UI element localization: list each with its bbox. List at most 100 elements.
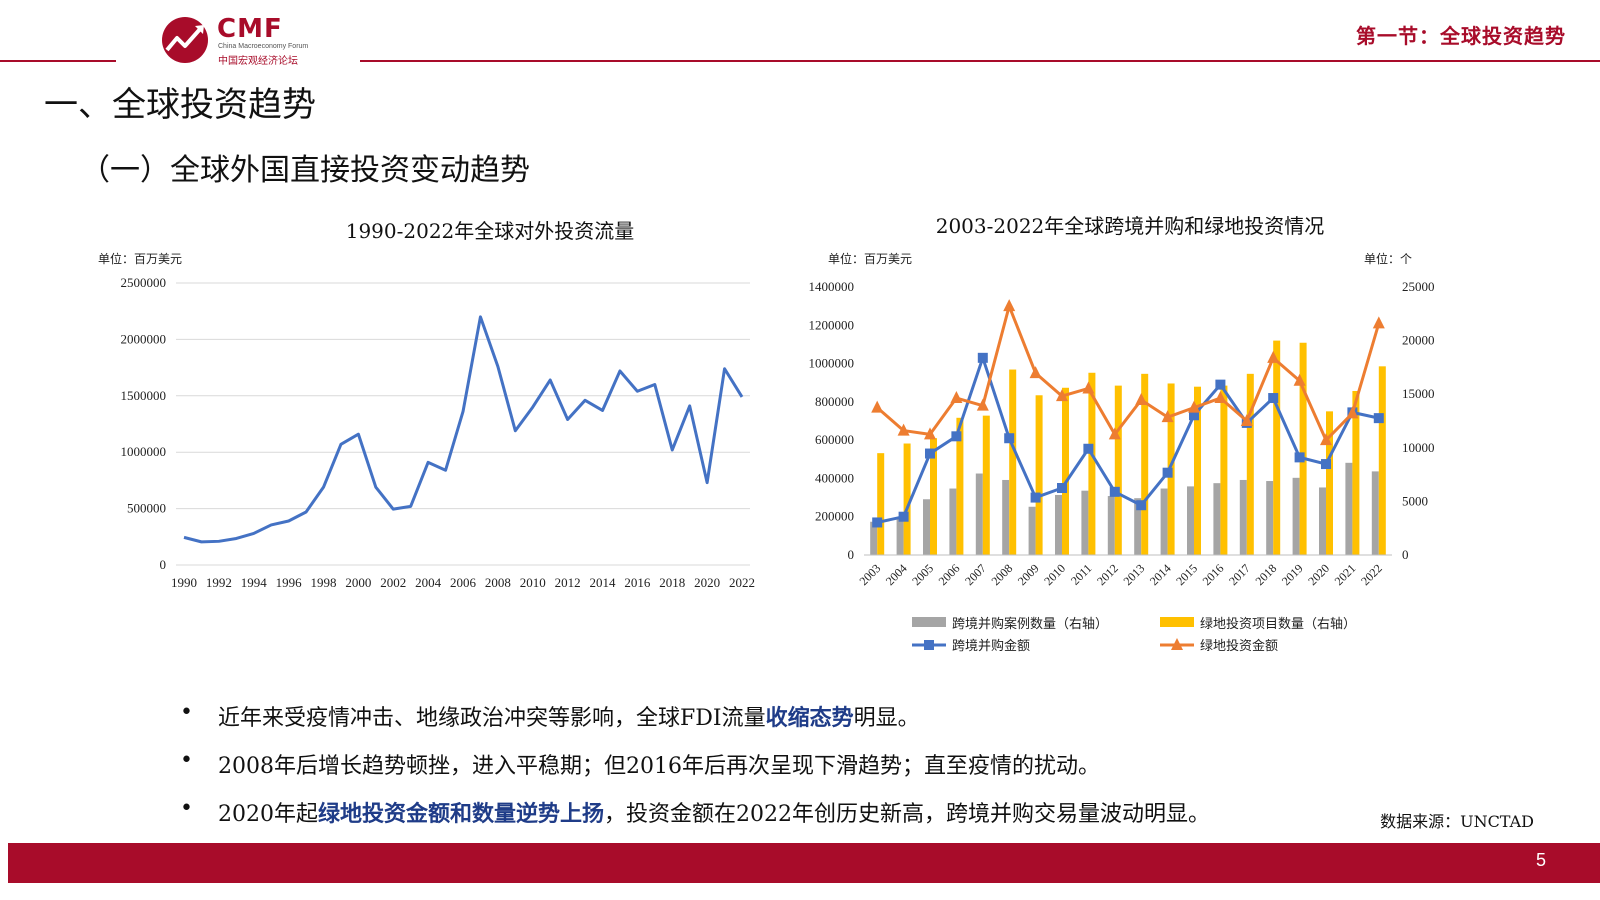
data-point-triangle [1214,391,1227,404]
data-point-triangle [1267,350,1280,363]
y-left-tick-label: 400000 [815,470,854,485]
data-point-triangle [1161,410,1174,423]
bar [1326,411,1333,555]
x-tick-label: 2007 [962,561,989,588]
bar [982,415,990,555]
x-tick-label: 2004 [415,575,442,590]
legend-marker [1171,638,1183,650]
data-point-triangle [1108,427,1121,440]
x-tick-label: 2002 [380,575,406,590]
data-point-triangle [976,398,989,411]
data-point-square [1321,459,1331,470]
y-tick-label: 0 [160,557,167,572]
bar [1002,479,1010,555]
x-tick-label: 2020 [1305,561,1332,588]
data-point-triangle [1372,316,1385,329]
y-right-tick-label: 20000 [1402,333,1435,348]
legend-label: 跨境并购案例数量（右轴） [952,616,1108,632]
footer-bar [8,843,1600,883]
y-left-tick-label: 0 [848,547,855,562]
data-point-square [1109,486,1120,497]
bar [903,443,911,555]
data-point-triangle [1135,392,1148,405]
data-point-square [951,431,962,442]
x-tick-label: 2012 [555,575,581,590]
data-point-square [977,352,988,363]
bar [1246,373,1254,555]
page-number: 5 [1535,850,1546,870]
header-rule-right [360,60,1600,62]
y-tick-label: 2500000 [121,275,167,290]
chart1-title: 1990-2022年全球对外投资流量 [345,219,635,243]
data-point-square [1057,483,1067,493]
chart1-unit-label: 单位：百万美元 [98,252,183,266]
bar [1220,385,1228,555]
x-tick-label: 2014 [1147,561,1174,588]
chart2-unit-left: 单位：百万美元 [828,252,913,266]
bar [1134,498,1142,555]
bar [1081,490,1089,555]
data-point-triangle [1240,414,1253,426]
data-point-square [925,448,935,459]
bar [1055,494,1062,555]
x-tick-label: 2015 [1173,561,1200,588]
legend-swatch [1160,617,1194,627]
x-tick-label: 2003 [856,561,883,588]
data-point-triangle [1056,389,1068,402]
y-right-tick-label: 10000 [1402,440,1435,455]
bullet-highlight: 收缩态势 [765,705,854,731]
bullet-dot: • [180,748,193,773]
data-point-triangle [1320,433,1332,446]
bullet-dot: • [180,700,193,725]
y-left-tick-label: 800000 [815,394,854,409]
data-point-triangle [1029,366,1042,379]
x-tick-label: 2014 [590,575,617,590]
bullet-list: • 近年来受疫情冲击、地缘政治冲突等影响，全球FDI流量收缩态势明显。 • 20… [180,700,1210,844]
bar [1345,462,1353,555]
x-tick-label: 2008 [988,561,1015,588]
bar [1009,369,1017,555]
bar [1319,487,1326,555]
y-left-tick-label: 1000000 [809,356,855,371]
x-tick-label: 2005 [909,561,936,588]
header-rule-left [0,60,116,62]
bar [1352,390,1360,555]
bullet-item-1: • 近年来受疫情冲击、地缘政治冲突等影响，全球FDI流量收缩态势明显。 [180,700,1210,748]
logo-subtitle-en: China Macroeconomy Forum [218,43,309,50]
data-point-square [1215,379,1226,390]
x-tick-label: 2006 [936,561,963,588]
bar [1213,483,1221,555]
x-tick-label: 2009 [1015,561,1042,588]
page-subtitle: （一）全球外国直接投资变动趋势 [80,153,530,188]
cmf-logo-icon [162,17,208,63]
data-point-triangle [897,423,910,436]
bar [877,453,885,555]
x-tick-label: 2013 [1120,561,1147,588]
x-tick-label: 1990 [171,575,197,590]
data-point-triangle [1082,381,1095,394]
data-point-triangle [871,400,884,413]
data-point-square [1162,467,1173,478]
data-point-square [1083,443,1094,454]
bar [1273,340,1281,555]
series-line [183,315,744,544]
x-tick-label: 2006 [450,575,477,590]
series-line [876,356,1380,524]
bar [923,499,930,555]
bar [1239,479,1247,555]
x-tick-label: 2011 [1068,561,1095,588]
bar [1028,506,1036,555]
bar [1114,385,1122,555]
bar [1141,373,1149,555]
legend-label: 跨境并购金额 [952,638,1030,654]
bullet-item-3: • 2020年起绿地投资金额和数量逆势上扬，投资金额在2022年创历史新高，跨境… [180,796,1210,844]
x-tick-label: 2010 [520,575,546,590]
data-point-triangle [950,391,963,404]
x-tick-label: 2016 [624,575,651,590]
page-title: 一、全球投资趋势 [44,85,316,125]
x-tick-label: 2018 [659,575,685,590]
x-tick-label: 2022 [729,575,755,590]
chart1-line-chart: 0 500000 1000000 1500000 2000000 2500000 1990 1… [121,275,756,590]
bar [1187,486,1194,555]
x-tick-label: 1992 [206,575,232,590]
